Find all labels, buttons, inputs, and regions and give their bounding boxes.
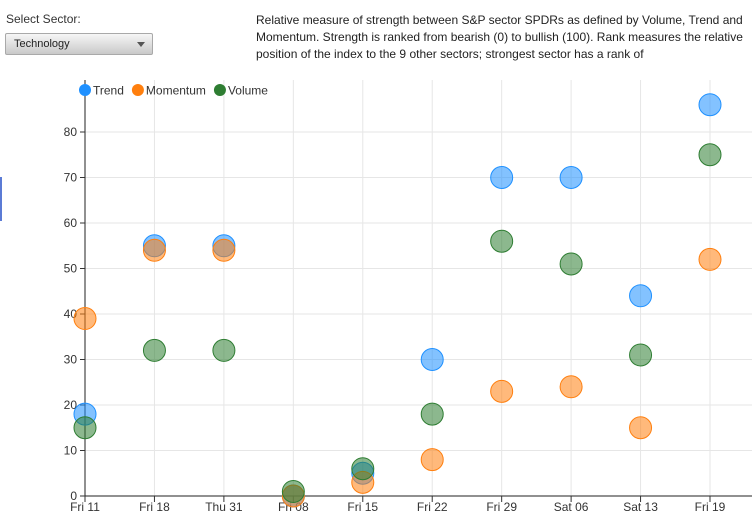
point-volume[interactable] (212, 338, 236, 362)
x-tick-label: Fri 18 (139, 500, 170, 514)
axes (84, 80, 752, 497)
point-momentum[interactable] (490, 379, 514, 403)
y-tick-label: 70 (64, 171, 78, 185)
x-axis-ticks: Fri 11 Fri 18 Thu 31 Fri 08 Fri 15 Fri 22 Fri … (70, 496, 726, 514)
x-tick-label: Thu 31 (205, 500, 243, 514)
point-volume[interactable] (142, 338, 166, 362)
chevron-down-icon (137, 42, 145, 47)
point-volume[interactable] (559, 252, 583, 276)
x-tick-label: Fri 19 (695, 500, 726, 514)
point-volume[interactable] (351, 457, 375, 481)
point-volume[interactable] (420, 402, 444, 426)
y-tick-label: 20 (64, 398, 78, 412)
side-tab-marker (0, 177, 2, 221)
y-tick-label: 30 (64, 353, 78, 367)
legend: Trend Momentum Volume (79, 84, 268, 98)
legend-swatch-momentum (131, 84, 144, 96)
point-volume[interactable] (73, 416, 97, 440)
point-momentum[interactable] (420, 448, 444, 472)
point-volume[interactable] (281, 479, 305, 503)
x-tick-label: Fri 11 (70, 500, 100, 514)
point-momentum[interactable] (559, 375, 583, 399)
point-momentum[interactable] (698, 247, 722, 271)
point-volume[interactable] (490, 229, 514, 253)
point-momentum[interactable] (73, 307, 97, 331)
y-tick-label: 0 (70, 489, 77, 503)
x-tick-label: Sat 13 (623, 500, 658, 514)
point-trend[interactable] (420, 348, 444, 371)
x-tick-label: Fri 15 (347, 500, 378, 514)
point-trend[interactable] (698, 93, 722, 117)
legend-swatch-volume (213, 84, 226, 96)
legend-label-volume[interactable]: Volume (228, 84, 268, 98)
point-momentum[interactable] (212, 238, 236, 262)
point-trend[interactable] (629, 284, 653, 308)
sector-dropdown-value: Technology (14, 38, 70, 50)
sector-dropdown[interactable]: Technology (5, 33, 153, 55)
sector-select-label: Select Sector: (6, 12, 81, 26)
legend-label-trend[interactable]: Trend (93, 84, 124, 98)
legend-label-momentum[interactable]: Momentum (146, 84, 206, 98)
data-points (73, 93, 722, 508)
chart-description: Relative measure of strength between S&P… (256, 13, 743, 61)
y-tick-label: 50 (64, 262, 78, 276)
point-trend[interactable] (490, 166, 514, 189)
x-tick-label: Sat 06 (554, 500, 589, 514)
point-momentum[interactable] (142, 238, 166, 262)
grid-lines (84, 80, 752, 497)
x-tick-label: Fri 22 (417, 500, 448, 514)
y-tick-label: 60 (64, 216, 78, 230)
point-trend[interactable] (559, 166, 583, 189)
x-tick-label: Fri 29 (486, 500, 517, 514)
point-volume[interactable] (629, 343, 653, 367)
point-volume[interactable] (698, 143, 722, 167)
legend-swatch-trend (79, 84, 91, 96)
point-momentum[interactable] (629, 416, 653, 440)
y-tick-label: 10 (64, 444, 78, 458)
y-tick-label: 80 (64, 125, 78, 139)
